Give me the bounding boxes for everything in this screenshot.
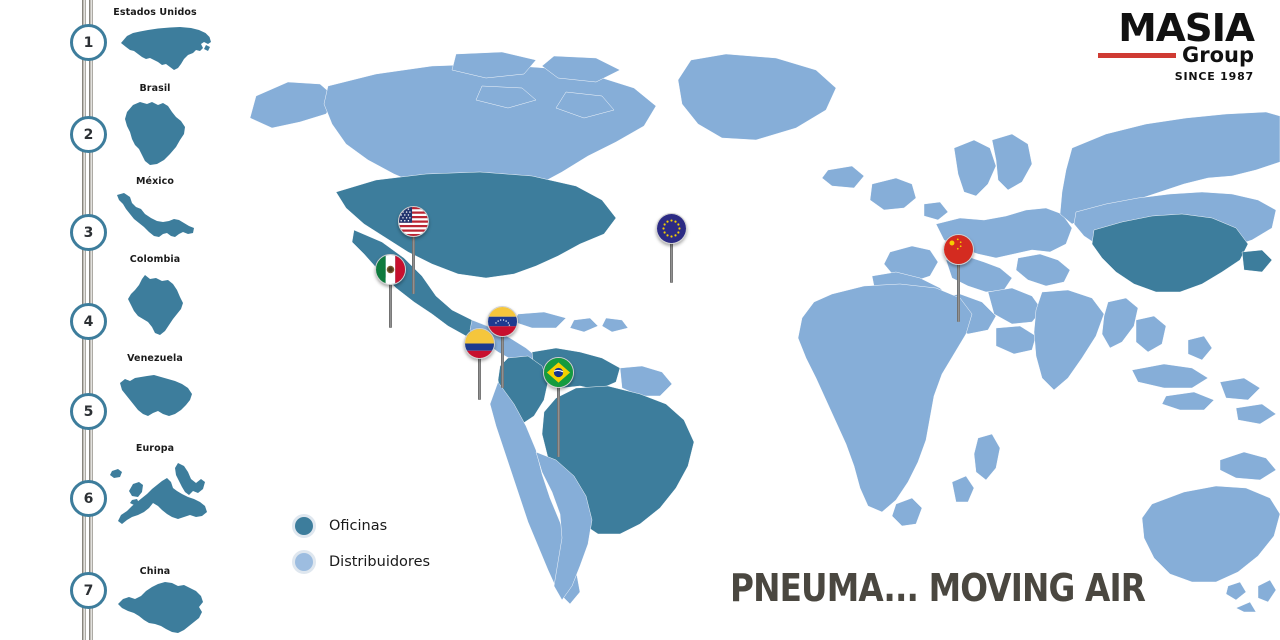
pin-stem-colombia <box>478 354 481 400</box>
legend-marker-oficinas <box>290 512 318 540</box>
timeline-node-number-4: 4 <box>83 313 94 330</box>
country-label-2: Brasil <box>139 83 171 94</box>
timeline-node-2[interactable]: 2 <box>70 116 107 153</box>
pin-stem-venezuela <box>501 332 504 388</box>
flag-icon-us <box>398 206 429 237</box>
brand-since: SINCE 1987 <box>1174 70 1254 84</box>
country-label-6: Europa <box>135 443 175 454</box>
pin-stem-mexico <box>389 280 392 328</box>
flag-icon-mx <box>375 254 406 285</box>
timeline-node-5[interactable]: 5 <box>70 393 107 430</box>
country-shape-colombia <box>121 272 187 338</box>
timeline-node-4[interactable]: 4 <box>70 303 107 340</box>
legend-marker-distribuidores <box>290 548 318 576</box>
flag-icon-cn <box>943 234 974 265</box>
country-shape-mexico <box>115 190 197 250</box>
legend-label-distribuidores: Distribuidores <box>329 554 431 570</box>
brand-group-row: Group <box>1064 45 1254 66</box>
timeline-node-7[interactable]: 7 <box>70 572 107 609</box>
brand-name: MASIA <box>1118 6 1255 50</box>
timeline-node-number-1: 1 <box>83 34 94 51</box>
timeline-node-number-6: 6 <box>83 490 94 507</box>
country-label-5: Venezuela <box>127 353 183 364</box>
pin-stem-europe <box>670 239 673 283</box>
country-shape-china <box>115 578 207 640</box>
country-label-7: China <box>139 566 171 577</box>
brand-rule <box>1097 53 1176 59</box>
legend-item-oficinas: Oficinas <box>290 508 430 544</box>
country-label-4: Colombia <box>129 254 181 265</box>
pin-stem-united-states <box>412 232 415 294</box>
timeline-node-3[interactable]: 3 <box>70 214 107 251</box>
legend-label-oficinas: Oficinas <box>329 518 388 534</box>
flag-icon-eu <box>656 213 687 244</box>
country-shape-brazil <box>120 99 192 169</box>
country-shape-united-states <box>118 22 213 77</box>
timeline-node-number-3: 3 <box>83 224 94 241</box>
country-label-3: México <box>135 176 175 187</box>
brand-group: Group <box>1181 43 1254 68</box>
brand-logo: MASIA Group SINCE 1987 <box>1064 9 1255 84</box>
flag-icon-co <box>464 328 495 359</box>
timeline-node-number-5: 5 <box>83 403 94 420</box>
flag-icon-br <box>543 357 574 388</box>
map-legend: Oficinas Distribuidores <box>290 508 430 580</box>
flag-icon-ve <box>487 306 518 337</box>
timeline-node-number-2: 2 <box>83 126 94 143</box>
pin-stem-china <box>957 260 960 322</box>
timeline-node-number-7: 7 <box>83 582 94 599</box>
timeline-node-6[interactable]: 6 <box>70 480 107 517</box>
country-shape-europe <box>103 458 213 536</box>
timeline-node-1[interactable]: 1 <box>70 24 107 61</box>
pin-stem-brazil <box>557 383 560 457</box>
country-shape-venezuela <box>116 368 196 428</box>
legend-item-distribuidores: Distribuidores <box>290 544 430 580</box>
tagline: PNEUMA... MOVING AIR <box>730 566 1146 610</box>
country-label-1: Estados Unidos <box>113 7 197 18</box>
